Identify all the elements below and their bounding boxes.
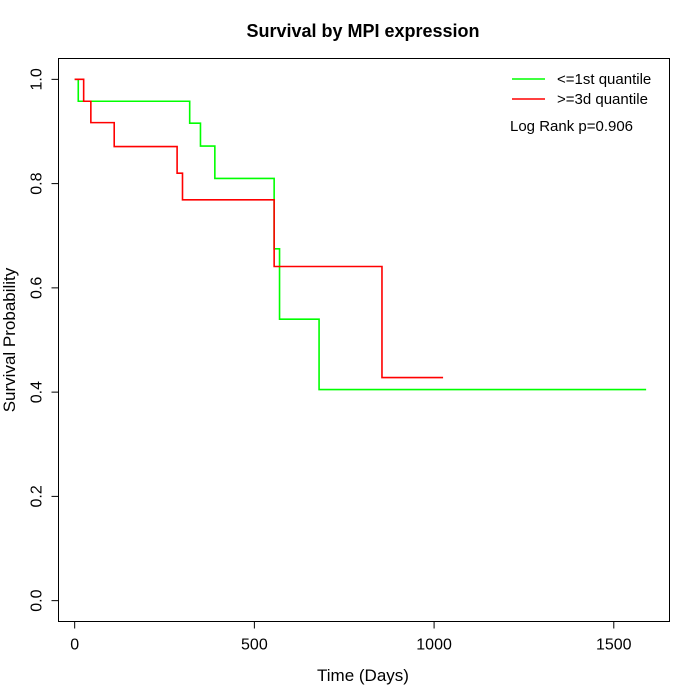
x-tick-label: 1500 [596, 637, 632, 654]
legend: <=1st quantile >=3d quantile Log Rank p=… [510, 71, 651, 135]
x-tick-label: 500 [241, 637, 268, 654]
y-tick-label: 0.0 [29, 589, 46, 611]
y-tick-label: 0.4 [29, 381, 46, 403]
legend-label-low: <=1st quantile [557, 71, 651, 88]
survival-curve-low [74, 78, 647, 391]
plot-area-frame [58, 58, 670, 622]
y-tick-label: 0.8 [29, 172, 46, 194]
x-tick-label: 1000 [416, 637, 452, 654]
y-axis-label: Survival Probability [0, 267, 19, 412]
legend-label-high: >=3d quantile [557, 91, 648, 108]
series-layer [74, 78, 647, 391]
axes: 0 500 1000 1500 0.0 0.2 0.4 0.6 0.8 1.0 [29, 68, 632, 653]
y-tick-label: 0.2 [29, 485, 46, 507]
chart-title: Survival by MPI expression [246, 21, 479, 41]
survival-curve-high [74, 78, 444, 379]
x-tick-label: 0 [70, 637, 79, 654]
log-rank-annotation: Log Rank p=0.906 [510, 118, 633, 135]
y-tick-label: 0.6 [29, 277, 46, 299]
x-axis-label: Time (Days) [317, 666, 409, 685]
y-tick-label: 1.0 [29, 68, 46, 90]
